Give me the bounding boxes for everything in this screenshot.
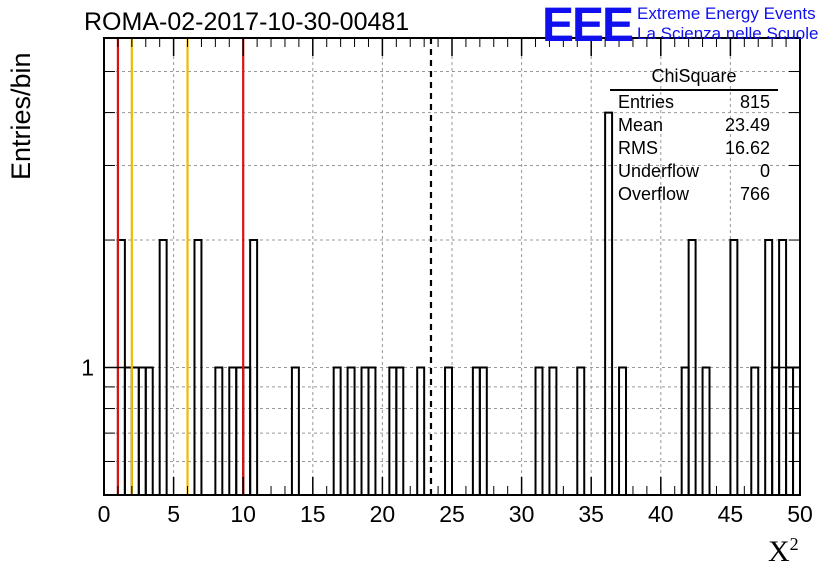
x-tick-label: 0 (98, 501, 111, 527)
x-tick-label: 15 (300, 501, 326, 527)
x-axis-label-exponent: 2 (789, 534, 799, 554)
histogram-bin (416, 366, 426, 495)
stats-box: ChiSquare Entries 815 Mean 23.49 RMS 16.62 … (610, 66, 778, 206)
stats-value: 16.62 (724, 138, 770, 158)
logo-subtitle-line2: La Scienza nelle Scuole (637, 24, 819, 43)
histogram-bin (478, 366, 488, 495)
histogram-bin (548, 366, 558, 495)
x-tick-label: 35 (578, 501, 604, 527)
histogram-bin (687, 239, 697, 495)
histogram-bin (290, 366, 300, 495)
histogram-bin (346, 366, 356, 495)
histogram-bin (214, 366, 224, 495)
histogram-bin (193, 239, 203, 495)
histogram-bin (750, 366, 760, 495)
stats-row-underflow: Underflow 0 (610, 160, 778, 183)
x-tick-label: 20 (370, 501, 396, 527)
plot-title: ROMA-02-2017-10-30-00481 (84, 8, 410, 36)
stats-label: Overflow (618, 184, 690, 204)
stats-row-overflow: Overflow 766 (610, 183, 778, 206)
x-tick-label: 45 (718, 501, 744, 527)
stats-value: 23.49 (724, 115, 770, 135)
axis-ticks (103, 38, 801, 495)
histogram-bin (534, 366, 544, 495)
histogram-bin (144, 366, 154, 495)
x-tick-label: 50 (787, 501, 813, 527)
histogram-bin (604, 111, 614, 495)
stats-value: 815 (739, 92, 770, 112)
histogram-bin (576, 366, 586, 495)
y-axis-label: Entries/bin (6, 52, 36, 180)
histogram-bin (367, 366, 377, 495)
histogram-bin (332, 366, 342, 495)
histogram-bin (158, 239, 168, 495)
x-tick-label: 40 (648, 501, 674, 527)
histogram-bin (701, 366, 711, 495)
stats-row-mean: Mean 23.49 (610, 114, 778, 137)
y-tick-label: 1 (81, 355, 94, 381)
histogram-bin (395, 366, 405, 495)
x-tick-label: 10 (230, 501, 256, 527)
histogram-bin (249, 239, 259, 495)
x-tick-label: 25 (439, 501, 465, 527)
logo-subtitle-line1: Extreme Energy Events (637, 4, 816, 23)
stats-label: Entries (618, 92, 675, 112)
stats-value: 766 (739, 184, 770, 204)
eee-logo: EEE (542, 0, 634, 52)
x-axis-label: X2 (768, 534, 799, 569)
axis-tick-labels: 0 5 10 15 20 25 30 35 40 45 50 1 (81, 355, 813, 527)
x-tick-label: 5 (167, 501, 180, 527)
stats-row-rms: RMS 16.62 (610, 137, 778, 160)
stats-box-title: ChiSquare (610, 66, 778, 91)
stats-value: 0 (759, 161, 770, 181)
x-tick-label: 30 (509, 501, 535, 527)
x-axis-label-base: X (768, 535, 790, 568)
reference-lines (116, 38, 433, 495)
stats-row-entries: Entries 815 (610, 91, 778, 114)
histogram-bin (444, 366, 453, 495)
stats-label: Underflow (618, 161, 700, 181)
stats-label: RMS (618, 138, 658, 158)
histogram-bin (618, 366, 627, 495)
stats-label: Mean (618, 115, 664, 135)
histogram-bin (729, 239, 739, 495)
